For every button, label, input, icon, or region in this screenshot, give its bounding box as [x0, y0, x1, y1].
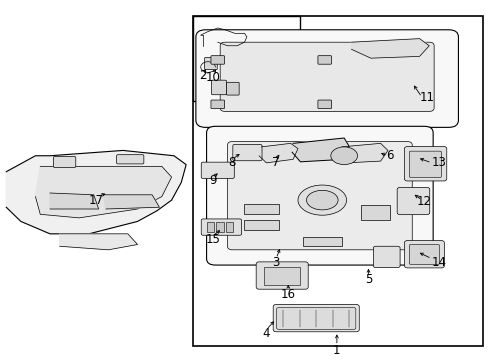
Ellipse shape — [297, 185, 346, 215]
Bar — [244, 204, 278, 214]
Polygon shape — [60, 234, 137, 250]
FancyBboxPatch shape — [317, 56, 331, 64]
Bar — [216, 222, 223, 233]
Text: 5: 5 — [364, 274, 371, 287]
FancyBboxPatch shape — [372, 246, 399, 267]
Bar — [361, 206, 389, 220]
FancyBboxPatch shape — [226, 82, 239, 95]
FancyBboxPatch shape — [116, 155, 143, 164]
FancyBboxPatch shape — [210, 100, 224, 109]
Polygon shape — [339, 143, 387, 163]
FancyBboxPatch shape — [210, 56, 224, 64]
FancyBboxPatch shape — [404, 147, 446, 181]
Text: 10: 10 — [205, 71, 220, 84]
FancyBboxPatch shape — [276, 308, 355, 329]
Text: 4: 4 — [262, 327, 269, 340]
Bar — [193, 15, 482, 346]
Polygon shape — [259, 143, 297, 163]
Bar — [244, 220, 278, 230]
Ellipse shape — [306, 190, 337, 210]
Text: 1: 1 — [332, 345, 340, 357]
Text: 11: 11 — [419, 91, 433, 104]
FancyBboxPatch shape — [220, 42, 433, 111]
Polygon shape — [103, 195, 159, 209]
Text: 8: 8 — [228, 156, 236, 169]
Bar — [225, 222, 233, 233]
Polygon shape — [35, 166, 171, 218]
FancyBboxPatch shape — [227, 141, 411, 250]
FancyBboxPatch shape — [256, 262, 307, 289]
Bar — [206, 222, 213, 233]
Bar — [302, 237, 341, 246]
FancyBboxPatch shape — [404, 240, 444, 268]
FancyBboxPatch shape — [396, 187, 429, 215]
Polygon shape — [351, 39, 428, 58]
Ellipse shape — [330, 147, 357, 165]
Text: 12: 12 — [416, 195, 431, 208]
FancyBboxPatch shape — [408, 244, 439, 264]
Text: 2: 2 — [199, 69, 206, 82]
Polygon shape — [291, 138, 348, 162]
Text: 17: 17 — [88, 194, 103, 207]
Text: 6: 6 — [386, 149, 393, 162]
FancyBboxPatch shape — [206, 126, 432, 265]
Polygon shape — [50, 193, 99, 209]
FancyBboxPatch shape — [317, 100, 331, 109]
FancyBboxPatch shape — [201, 219, 241, 235]
FancyBboxPatch shape — [196, 30, 458, 127]
Text: 9: 9 — [209, 174, 216, 187]
FancyBboxPatch shape — [211, 80, 226, 95]
Text: 13: 13 — [431, 156, 446, 169]
FancyBboxPatch shape — [232, 144, 262, 161]
FancyBboxPatch shape — [204, 58, 217, 69]
Bar — [193, 15, 300, 101]
FancyBboxPatch shape — [273, 305, 359, 332]
Text: 3: 3 — [272, 256, 279, 269]
Text: 16: 16 — [280, 288, 295, 301]
Text: 14: 14 — [430, 256, 446, 269]
FancyBboxPatch shape — [408, 151, 441, 177]
Text: 15: 15 — [205, 233, 220, 246]
Bar — [264, 267, 299, 285]
FancyBboxPatch shape — [53, 157, 76, 167]
Text: 7: 7 — [272, 156, 279, 169]
Polygon shape — [6, 150, 186, 234]
FancyBboxPatch shape — [201, 162, 234, 179]
